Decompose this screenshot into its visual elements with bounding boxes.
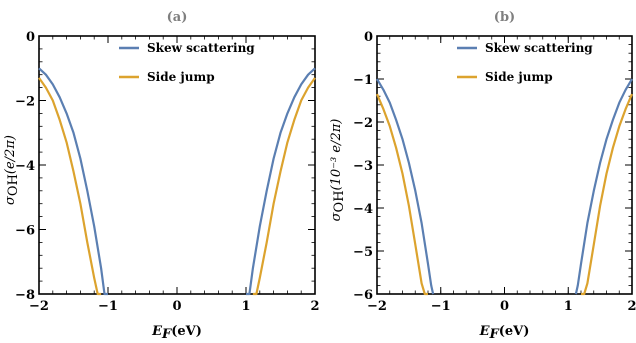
x-tick-label: 1 [564,299,573,314]
x-tick-label: 2 [310,299,319,314]
legend-label-0: Skew scattering [485,41,593,55]
y-tick-label: −2 [15,95,35,110]
y-axis-label: σOH(10⁻³ e/2π) [329,119,347,222]
y-tick-label: −1 [353,73,373,88]
panel-title: (a) [167,10,188,25]
y-tick-label: 0 [26,30,35,45]
y-tick-label: 0 [364,30,373,45]
panel-1: (b) −2 −1 0 1 2 0 −1 −2 −3 −4 −5 −6 Skew scattering Si… [329,10,636,342]
series-line-0-seg-1 [574,78,633,295]
y-tick-label: −4 [15,159,35,174]
y-tick-label: −6 [353,288,373,303]
series-line-0-seg-1 [246,67,316,296]
series-line-1-seg-0 [38,77,102,296]
series-line-0-seg-0 [376,78,435,295]
series-line-1-seg-1 [252,77,316,296]
legend-label-1: Side jump [485,70,553,84]
series-line-1-seg-0 [375,93,428,296]
y-tick-label: −3 [353,159,373,174]
y-tick-label: −5 [353,245,373,260]
panel-title: (b) [494,10,515,25]
x-tick-label: 2 [627,299,636,314]
panel-0: (a) −2 −1 0 1 2 0 −2 −4 −6 −8 Skew scattering Side j… [3,10,320,342]
series-line-1-seg-1 [581,93,634,296]
legend-label-1: Side jump [147,70,215,84]
x-axis-label: EF(eV) [151,324,202,342]
x-tick-label: −1 [98,299,118,314]
x-tick-label: −2 [29,299,49,314]
x-tick-label: 0 [500,299,509,314]
series-line-0-seg-0 [38,67,108,296]
legend-label-0: Skew scattering [147,41,255,55]
x-tick-label: 0 [172,299,181,314]
y-tick-label: −4 [353,202,373,217]
y-tick-label: −6 [15,224,35,239]
y-tick-label: −2 [353,116,373,131]
y-tick-label: −8 [15,288,35,303]
x-tick-label: 1 [241,299,250,314]
x-axis-label: EF(eV) [479,324,530,342]
x-tick-label: −1 [431,299,451,314]
x-tick-label: −2 [367,299,387,314]
y-axis-label: σOH(e/2π) [3,135,21,205]
